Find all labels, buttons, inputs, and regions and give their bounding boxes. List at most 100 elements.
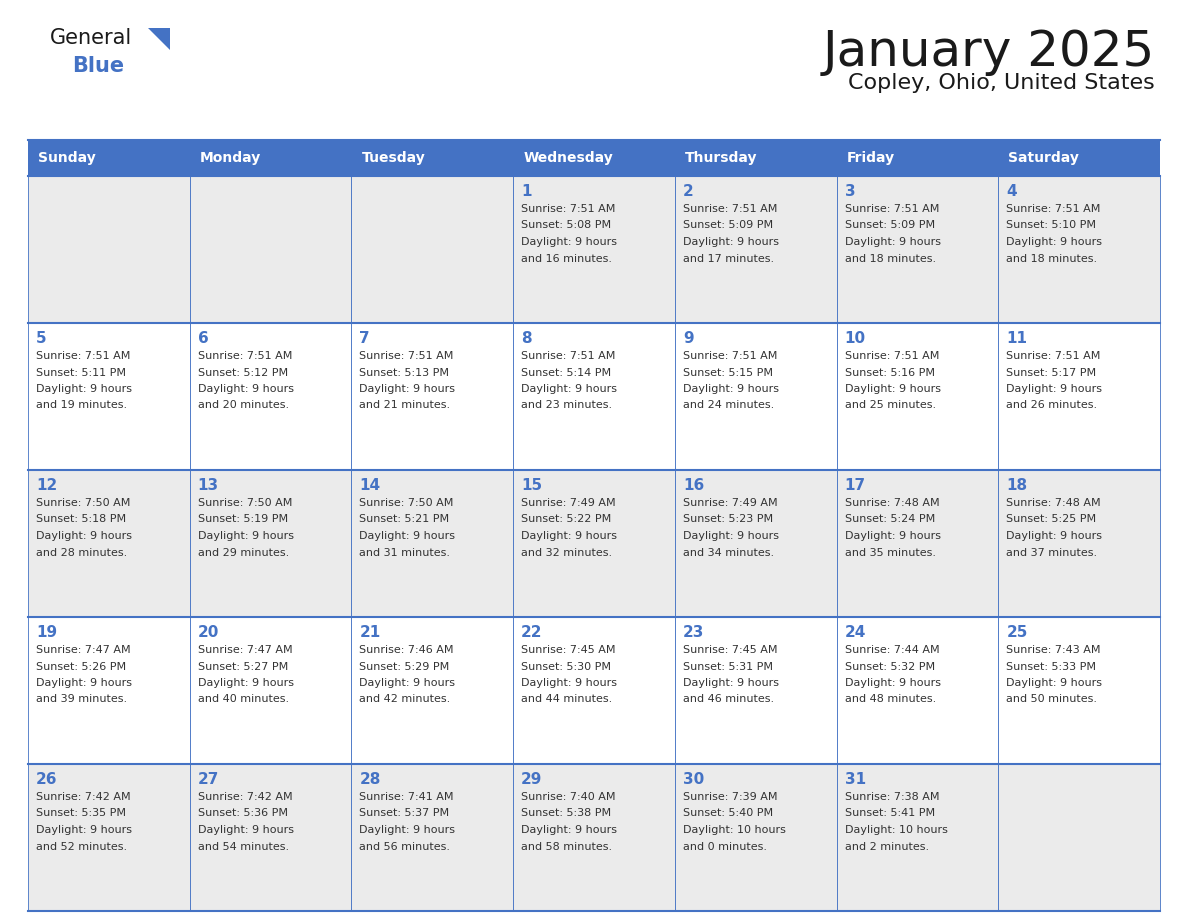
Bar xyxy=(836,764,998,911)
Bar xyxy=(675,470,836,617)
Bar xyxy=(513,176,675,323)
Text: Daylight: 9 hours: Daylight: 9 hours xyxy=(845,678,941,688)
Text: Sunset: 5:09 PM: Sunset: 5:09 PM xyxy=(683,220,773,230)
Bar xyxy=(352,140,513,176)
Bar xyxy=(998,470,1159,617)
Text: and 28 minutes.: and 28 minutes. xyxy=(36,547,127,557)
Text: Sunrise: 7:44 AM: Sunrise: 7:44 AM xyxy=(845,645,940,655)
Text: Monday: Monday xyxy=(200,151,261,165)
Text: January 2025: January 2025 xyxy=(823,28,1155,76)
Text: 1: 1 xyxy=(522,184,532,199)
Text: Sunset: 5:09 PM: Sunset: 5:09 PM xyxy=(845,220,935,230)
Text: and 25 minutes.: and 25 minutes. xyxy=(845,400,936,410)
Text: Sunrise: 7:51 AM: Sunrise: 7:51 AM xyxy=(683,351,777,361)
Text: 6: 6 xyxy=(197,331,208,346)
Text: Sunset: 5:18 PM: Sunset: 5:18 PM xyxy=(36,514,126,524)
Text: and 17 minutes.: and 17 minutes. xyxy=(683,253,775,263)
Text: and 18 minutes.: and 18 minutes. xyxy=(845,253,936,263)
Text: and 2 minutes.: and 2 minutes. xyxy=(845,842,929,852)
Text: Wednesday: Wednesday xyxy=(523,151,613,165)
Bar xyxy=(836,617,998,764)
Text: and 32 minutes.: and 32 minutes. xyxy=(522,547,612,557)
Text: Sunset: 5:21 PM: Sunset: 5:21 PM xyxy=(360,514,449,524)
Text: Sunrise: 7:51 AM: Sunrise: 7:51 AM xyxy=(197,351,292,361)
Text: and 21 minutes.: and 21 minutes. xyxy=(360,400,450,410)
Text: 28: 28 xyxy=(360,772,381,787)
Text: Sunset: 5:32 PM: Sunset: 5:32 PM xyxy=(845,662,935,671)
Text: Daylight: 9 hours: Daylight: 9 hours xyxy=(360,825,455,835)
Text: and 44 minutes.: and 44 minutes. xyxy=(522,695,612,704)
Text: 5: 5 xyxy=(36,331,46,346)
Text: Sunrise: 7:43 AM: Sunrise: 7:43 AM xyxy=(1006,645,1101,655)
Text: Sunset: 5:19 PM: Sunset: 5:19 PM xyxy=(197,514,287,524)
Text: Daylight: 9 hours: Daylight: 9 hours xyxy=(683,531,779,541)
Text: Sunset: 5:38 PM: Sunset: 5:38 PM xyxy=(522,809,612,819)
Bar xyxy=(190,176,352,323)
Text: Sunrise: 7:45 AM: Sunrise: 7:45 AM xyxy=(683,645,777,655)
Text: Daylight: 9 hours: Daylight: 9 hours xyxy=(522,237,617,247)
Text: Sunrise: 7:50 AM: Sunrise: 7:50 AM xyxy=(197,498,292,508)
Text: Sunrise: 7:42 AM: Sunrise: 7:42 AM xyxy=(197,792,292,802)
Bar xyxy=(513,140,675,176)
Text: Sunset: 5:15 PM: Sunset: 5:15 PM xyxy=(683,367,773,377)
Text: Daylight: 9 hours: Daylight: 9 hours xyxy=(360,531,455,541)
Text: Daylight: 9 hours: Daylight: 9 hours xyxy=(36,531,132,541)
Text: Sunrise: 7:38 AM: Sunrise: 7:38 AM xyxy=(845,792,939,802)
Text: Daylight: 9 hours: Daylight: 9 hours xyxy=(36,825,132,835)
Text: Daylight: 9 hours: Daylight: 9 hours xyxy=(360,384,455,394)
Text: 22: 22 xyxy=(522,625,543,640)
Text: and 31 minutes.: and 31 minutes. xyxy=(360,547,450,557)
Text: Daylight: 9 hours: Daylight: 9 hours xyxy=(522,678,617,688)
Text: and 54 minutes.: and 54 minutes. xyxy=(197,842,289,852)
Text: Sunset: 5:30 PM: Sunset: 5:30 PM xyxy=(522,662,611,671)
Bar xyxy=(29,323,190,470)
Text: Sunset: 5:33 PM: Sunset: 5:33 PM xyxy=(1006,662,1097,671)
Text: 17: 17 xyxy=(845,478,866,493)
Text: Daylight: 9 hours: Daylight: 9 hours xyxy=(522,825,617,835)
Text: and 48 minutes.: and 48 minutes. xyxy=(845,695,936,704)
Text: Sunrise: 7:41 AM: Sunrise: 7:41 AM xyxy=(360,792,454,802)
Text: Daylight: 10 hours: Daylight: 10 hours xyxy=(845,825,948,835)
Text: Sunrise: 7:51 AM: Sunrise: 7:51 AM xyxy=(845,204,939,214)
Text: Daylight: 9 hours: Daylight: 9 hours xyxy=(197,384,293,394)
Text: Daylight: 9 hours: Daylight: 9 hours xyxy=(197,678,293,688)
Text: and 56 minutes.: and 56 minutes. xyxy=(360,842,450,852)
Text: Sunset: 5:35 PM: Sunset: 5:35 PM xyxy=(36,809,126,819)
Text: Daylight: 9 hours: Daylight: 9 hours xyxy=(1006,384,1102,394)
Bar xyxy=(675,764,836,911)
Bar xyxy=(352,617,513,764)
Text: and 23 minutes.: and 23 minutes. xyxy=(522,400,612,410)
Text: Daylight: 9 hours: Daylight: 9 hours xyxy=(1006,237,1102,247)
Text: 15: 15 xyxy=(522,478,542,493)
Text: and 29 minutes.: and 29 minutes. xyxy=(197,547,289,557)
Text: Sunrise: 7:47 AM: Sunrise: 7:47 AM xyxy=(36,645,131,655)
Bar xyxy=(352,176,513,323)
Text: and 20 minutes.: and 20 minutes. xyxy=(197,400,289,410)
Text: 3: 3 xyxy=(845,184,855,199)
Text: Sunset: 5:23 PM: Sunset: 5:23 PM xyxy=(683,514,773,524)
Bar xyxy=(513,764,675,911)
Bar xyxy=(675,323,836,470)
Text: Sunrise: 7:48 AM: Sunrise: 7:48 AM xyxy=(1006,498,1101,508)
Bar xyxy=(352,470,513,617)
Text: Sunrise: 7:51 AM: Sunrise: 7:51 AM xyxy=(683,204,777,214)
Text: Sunrise: 7:42 AM: Sunrise: 7:42 AM xyxy=(36,792,131,802)
Text: and 35 minutes.: and 35 minutes. xyxy=(845,547,936,557)
Text: Blue: Blue xyxy=(72,56,124,76)
Text: 30: 30 xyxy=(683,772,704,787)
Text: Sunset: 5:41 PM: Sunset: 5:41 PM xyxy=(845,809,935,819)
Text: Sunrise: 7:51 AM: Sunrise: 7:51 AM xyxy=(1006,204,1100,214)
Bar xyxy=(190,470,352,617)
Text: Sunrise: 7:48 AM: Sunrise: 7:48 AM xyxy=(845,498,940,508)
Text: Sunrise: 7:50 AM: Sunrise: 7:50 AM xyxy=(360,498,454,508)
Text: and 0 minutes.: and 0 minutes. xyxy=(683,842,767,852)
Text: Sunset: 5:24 PM: Sunset: 5:24 PM xyxy=(845,514,935,524)
Text: Sunrise: 7:46 AM: Sunrise: 7:46 AM xyxy=(360,645,454,655)
Text: Daylight: 9 hours: Daylight: 9 hours xyxy=(1006,678,1102,688)
Text: Sunday: Sunday xyxy=(38,151,96,165)
Text: Sunset: 5:40 PM: Sunset: 5:40 PM xyxy=(683,809,773,819)
Text: and 39 minutes.: and 39 minutes. xyxy=(36,695,127,704)
Text: Daylight: 9 hours: Daylight: 9 hours xyxy=(360,678,455,688)
Bar xyxy=(352,764,513,911)
Bar xyxy=(190,617,352,764)
